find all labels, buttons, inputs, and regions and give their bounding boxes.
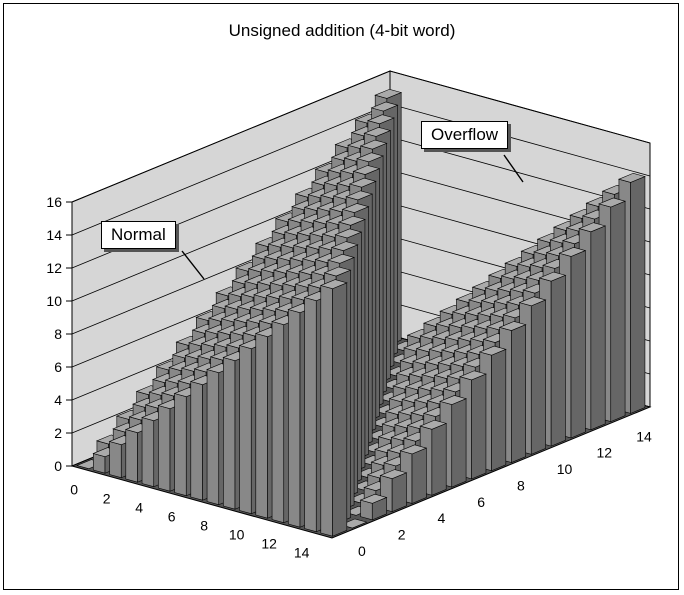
gridline	[71, 70, 651, 203]
y-tick-label: 14	[636, 428, 652, 444]
callout-normal-pointer	[181, 250, 205, 280]
chart-title: Unsigned addition (4-bit word)	[228, 21, 456, 40]
z-tick-label: 16	[46, 194, 62, 210]
x-tick-label: 6	[168, 508, 176, 524]
bars	[76, 88, 646, 537]
z-tick-label: 2	[54, 425, 62, 441]
y-tick-label: 10	[557, 461, 573, 477]
z-tick-label: 4	[54, 392, 62, 408]
x-tick-label: 14	[294, 544, 310, 560]
callout-overflow: Overflow	[421, 121, 509, 149]
z-tick-label: 6	[54, 359, 62, 375]
x-tick-label: 2	[103, 490, 111, 506]
z-tick-label: 8	[54, 326, 62, 342]
y-tick-label: 0	[358, 543, 366, 559]
x-tick-label: 0	[70, 481, 78, 497]
z-tick-label: 12	[46, 260, 62, 276]
bar	[359, 493, 388, 521]
x-tick-label: 4	[135, 499, 143, 515]
bar	[319, 279, 348, 537]
y-tick-label: 8	[517, 477, 525, 493]
callout-overflow-pointer	[503, 154, 524, 183]
z-tick-label: 0	[54, 458, 62, 474]
y-tick-label: 6	[477, 494, 485, 510]
x-tick-label: 8	[200, 517, 208, 533]
bar	[379, 469, 408, 513]
y-tick-label: 12	[596, 445, 612, 461]
x-tick-label: 12	[261, 535, 277, 551]
y-tick-label: 4	[437, 510, 445, 526]
callout-normal: Normal	[101, 221, 176, 249]
z-tick-label: 14	[46, 227, 62, 243]
y-tick-label: 2	[398, 527, 406, 543]
z-tick-label: 10	[46, 293, 62, 309]
x-tick-label: 10	[229, 526, 245, 542]
